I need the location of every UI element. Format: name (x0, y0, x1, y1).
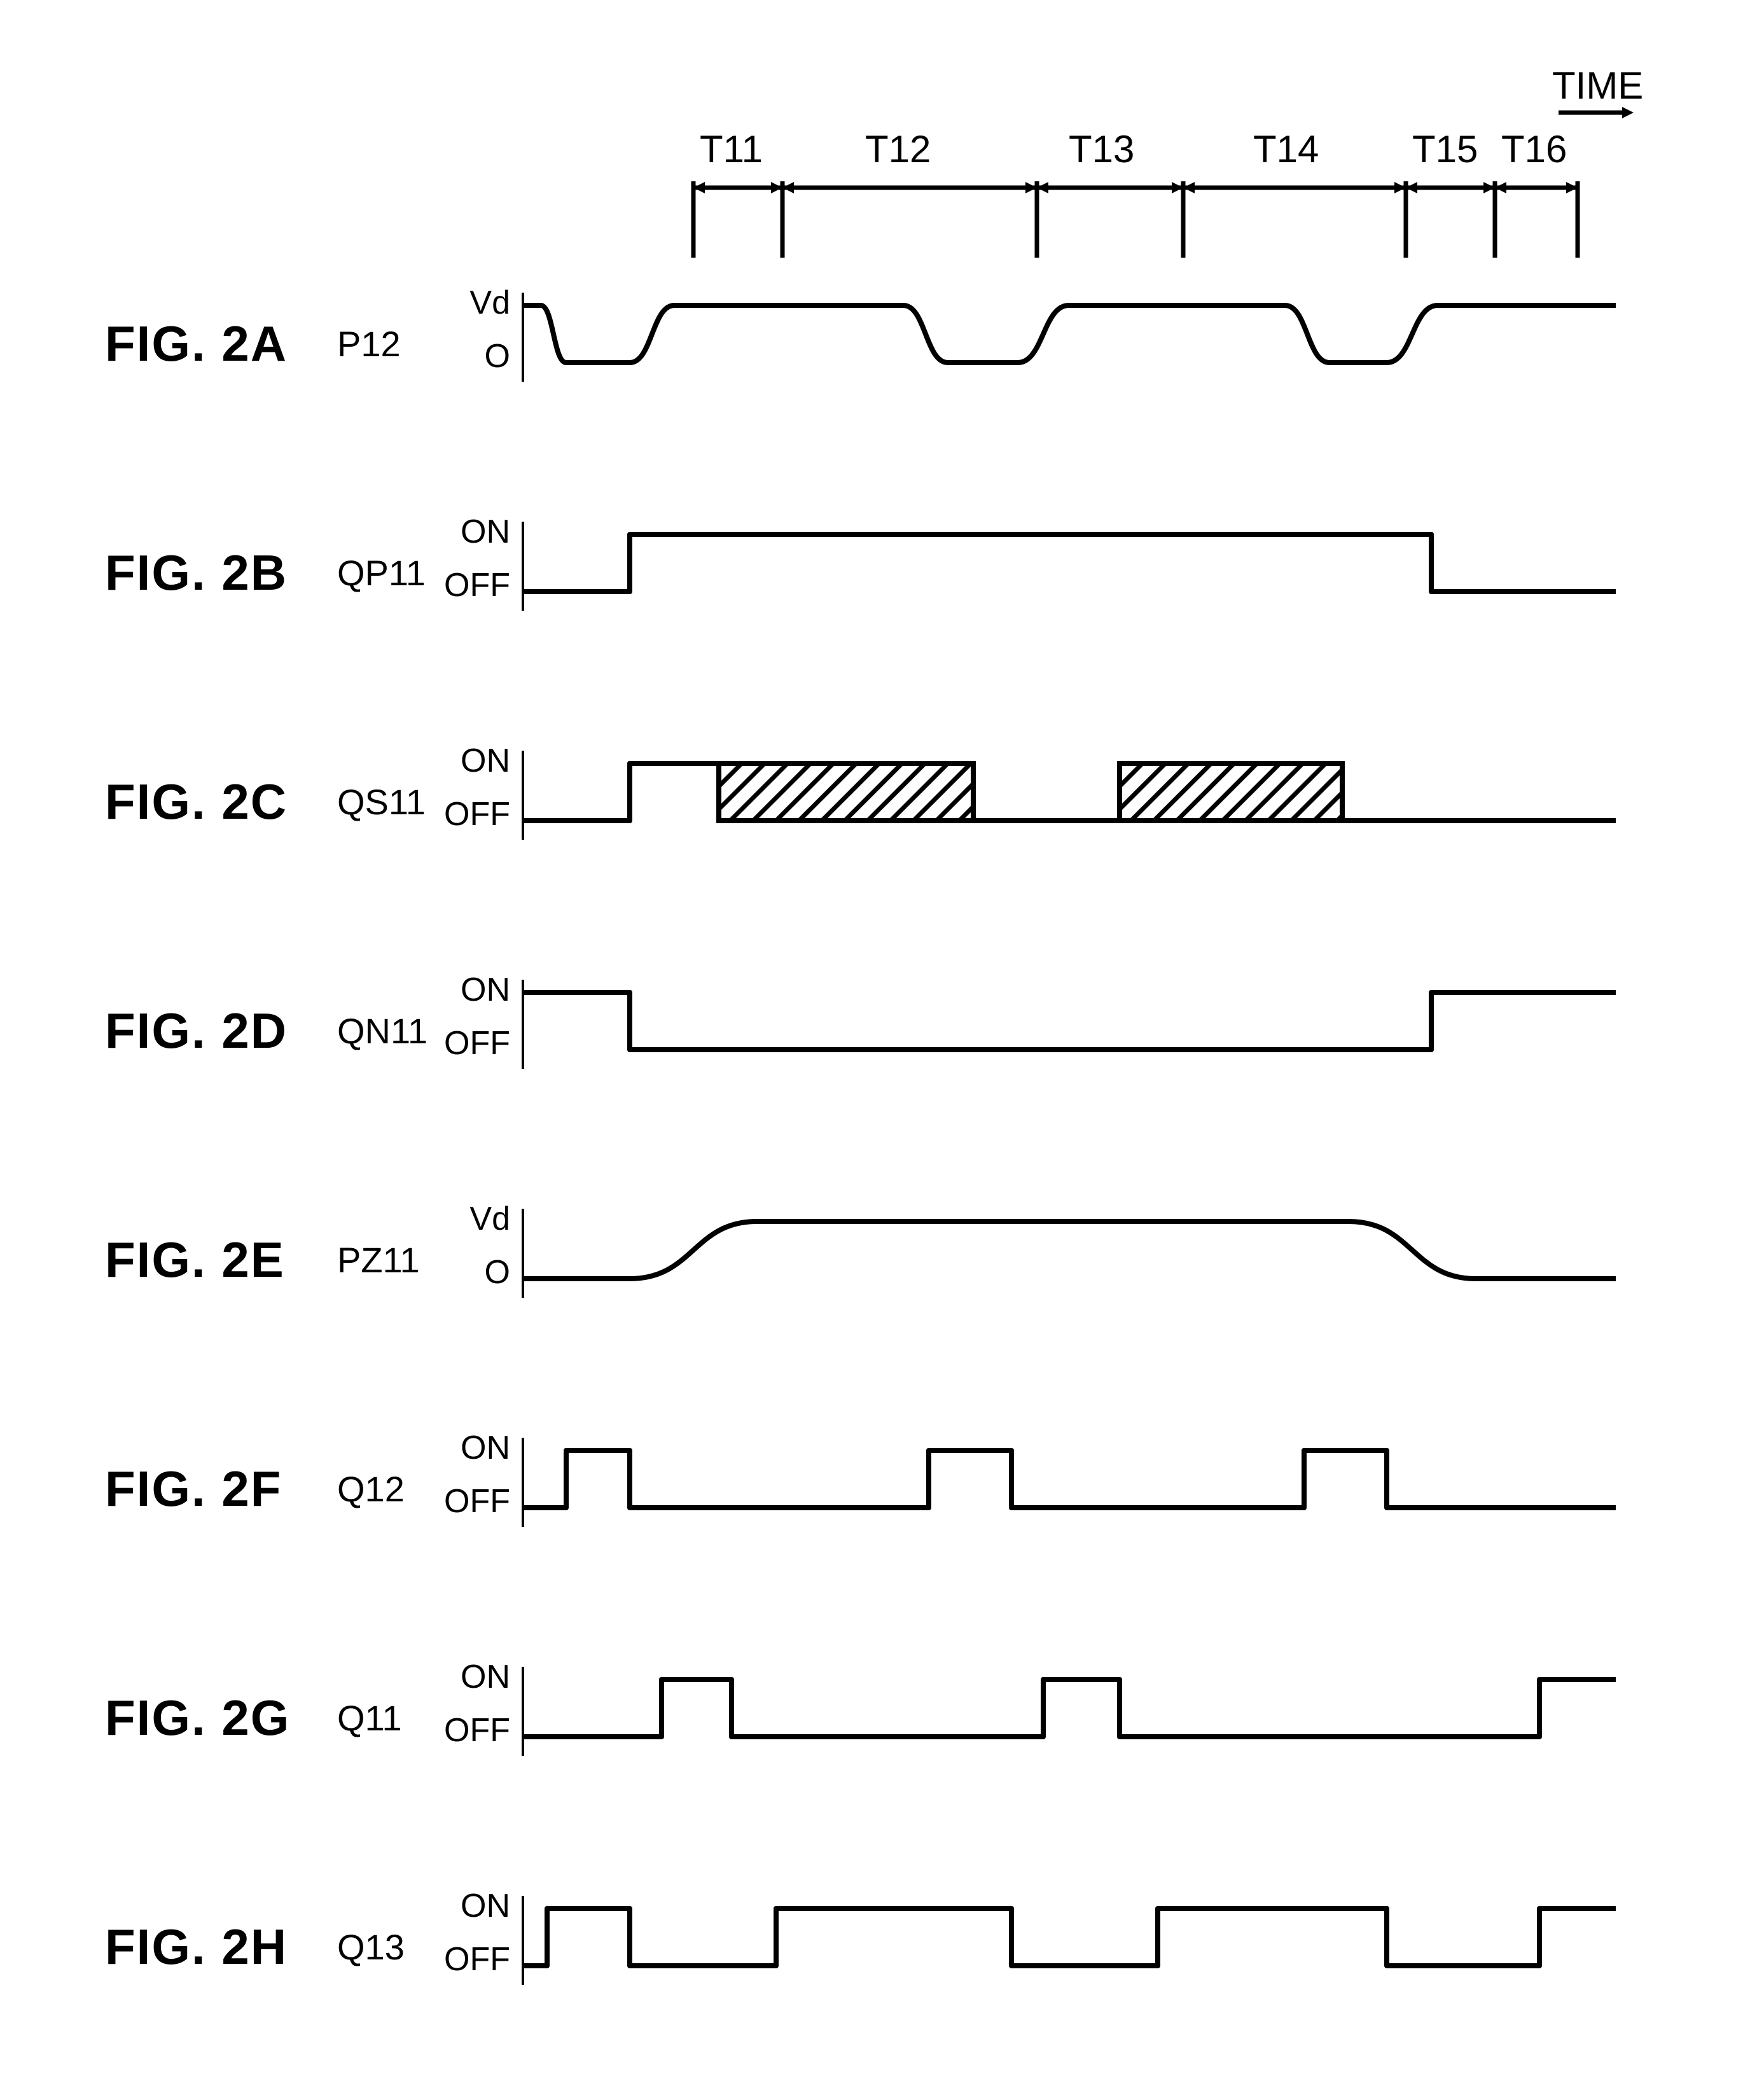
level-labels: ONOFF (439, 751, 515, 840)
signal-name-label: QN11 (337, 1010, 427, 1052)
interval-label-t13: T13 (1069, 127, 1134, 171)
figure-label: FIG. 2G (105, 1689, 290, 1747)
interval-label-t16: T16 (1501, 127, 1567, 171)
interval-label-t15: T15 (1412, 127, 1478, 171)
waveform-pz11 (522, 1196, 1654, 1323)
waveform-qs11 (522, 738, 1654, 865)
figure-label: FIG. 2D (105, 1002, 288, 1060)
signal-row-pz11: FIG. 2EPZ11VdO (0, 1145, 1750, 1374)
level-low-label: O (485, 337, 510, 375)
level-high-label: ON (461, 742, 510, 780)
time-label: TIME (1552, 64, 1643, 108)
hatched-region (662, 763, 1085, 821)
figure-label: FIG. 2C (105, 773, 288, 831)
waveform-q11 (522, 1654, 1654, 1781)
time-axis-header: TIME T11 T12 T13 T14 T15 T16 (585, 83, 1635, 223)
signal-row-q13: FIG. 2HQ13ONOFF (0, 1832, 1750, 2061)
level-low-label: OFF (444, 795, 510, 833)
level-labels: ONOFF (439, 1896, 515, 1985)
signal-row-q11: FIG. 2GQ11ONOFF (0, 1603, 1750, 1832)
signal-row-qp11: FIG. 2BQP11ONOFF (0, 458, 1750, 687)
level-low-label: OFF (444, 566, 510, 604)
signal-name-label: Q13 (337, 1926, 405, 1968)
waveform-qp11 (522, 509, 1654, 636)
figure-label: FIG. 2H (105, 1918, 288, 1976)
level-high-label: ON (461, 971, 510, 1009)
level-labels: VdO (439, 293, 515, 382)
signal-name-label: Q11 (337, 1697, 402, 1739)
waveform-qn11 (522, 967, 1654, 1094)
level-high-label: ON (461, 1658, 510, 1696)
level-high-label: ON (461, 1887, 510, 1925)
interval-label-t14: T14 (1253, 127, 1319, 171)
figure-label: FIG. 2A (105, 315, 288, 373)
level-labels: ONOFF (439, 980, 515, 1069)
level-low-label: OFF (444, 1711, 510, 1749)
level-low-label: OFF (444, 1940, 510, 1978)
level-high-label: Vd (469, 284, 510, 322)
interval-label-t12: T12 (865, 127, 931, 171)
interval-labels-row: T11 T12 T13 T14 T15 T16 (585, 127, 1635, 165)
signal-row-qs11: FIG. 2CQS11ONOFF (0, 687, 1750, 916)
waveform-q12 (522, 1425, 1654, 1552)
signal-name-label: QS11 (337, 781, 426, 823)
signal-row-qn11: FIG. 2DQN11ONOFF (0, 916, 1750, 1145)
signal-name-label: PZ11 (337, 1239, 420, 1281)
level-low-label: O (485, 1253, 510, 1291)
signal-row-p12: FIG. 2AP12VdO (0, 229, 1750, 458)
waveform-p12 (522, 280, 1654, 407)
signal-name-label: P12 (337, 323, 401, 365)
interval-label-t11: T11 (700, 127, 763, 171)
time-arrow-icon (1559, 103, 1635, 122)
signal-rows-container: FIG. 2AP12VdOFIG. 2BQP11ONOFFFIG. 2CQS11… (0, 229, 1750, 2061)
level-high-label: Vd (469, 1200, 510, 1238)
figure-label: FIG. 2B (105, 544, 288, 602)
signal-name-label: QP11 (337, 552, 426, 594)
signal-name-label: Q12 (337, 1468, 405, 1510)
level-labels: ONOFF (439, 522, 515, 611)
level-low-label: OFF (444, 1024, 510, 1062)
signal-row-q12: FIG. 2FQ12ONOFF (0, 1374, 1750, 1603)
level-low-label: OFF (444, 1482, 510, 1520)
figure-label: FIG. 2E (105, 1231, 285, 1289)
level-labels: VdO (439, 1209, 515, 1298)
waveform-q13 (522, 1883, 1654, 2010)
level-high-label: ON (461, 513, 510, 551)
timing-diagram-page: TIME T11 T12 T13 T14 T15 T16 FIG. 2A P12 V… (0, 0, 1750, 2100)
level-high-label: ON (461, 1429, 510, 1467)
level-labels: ONOFF (439, 1438, 515, 1527)
figure-label: FIG. 2F (105, 1460, 282, 1518)
level-labels: ONOFF (439, 1667, 515, 1756)
